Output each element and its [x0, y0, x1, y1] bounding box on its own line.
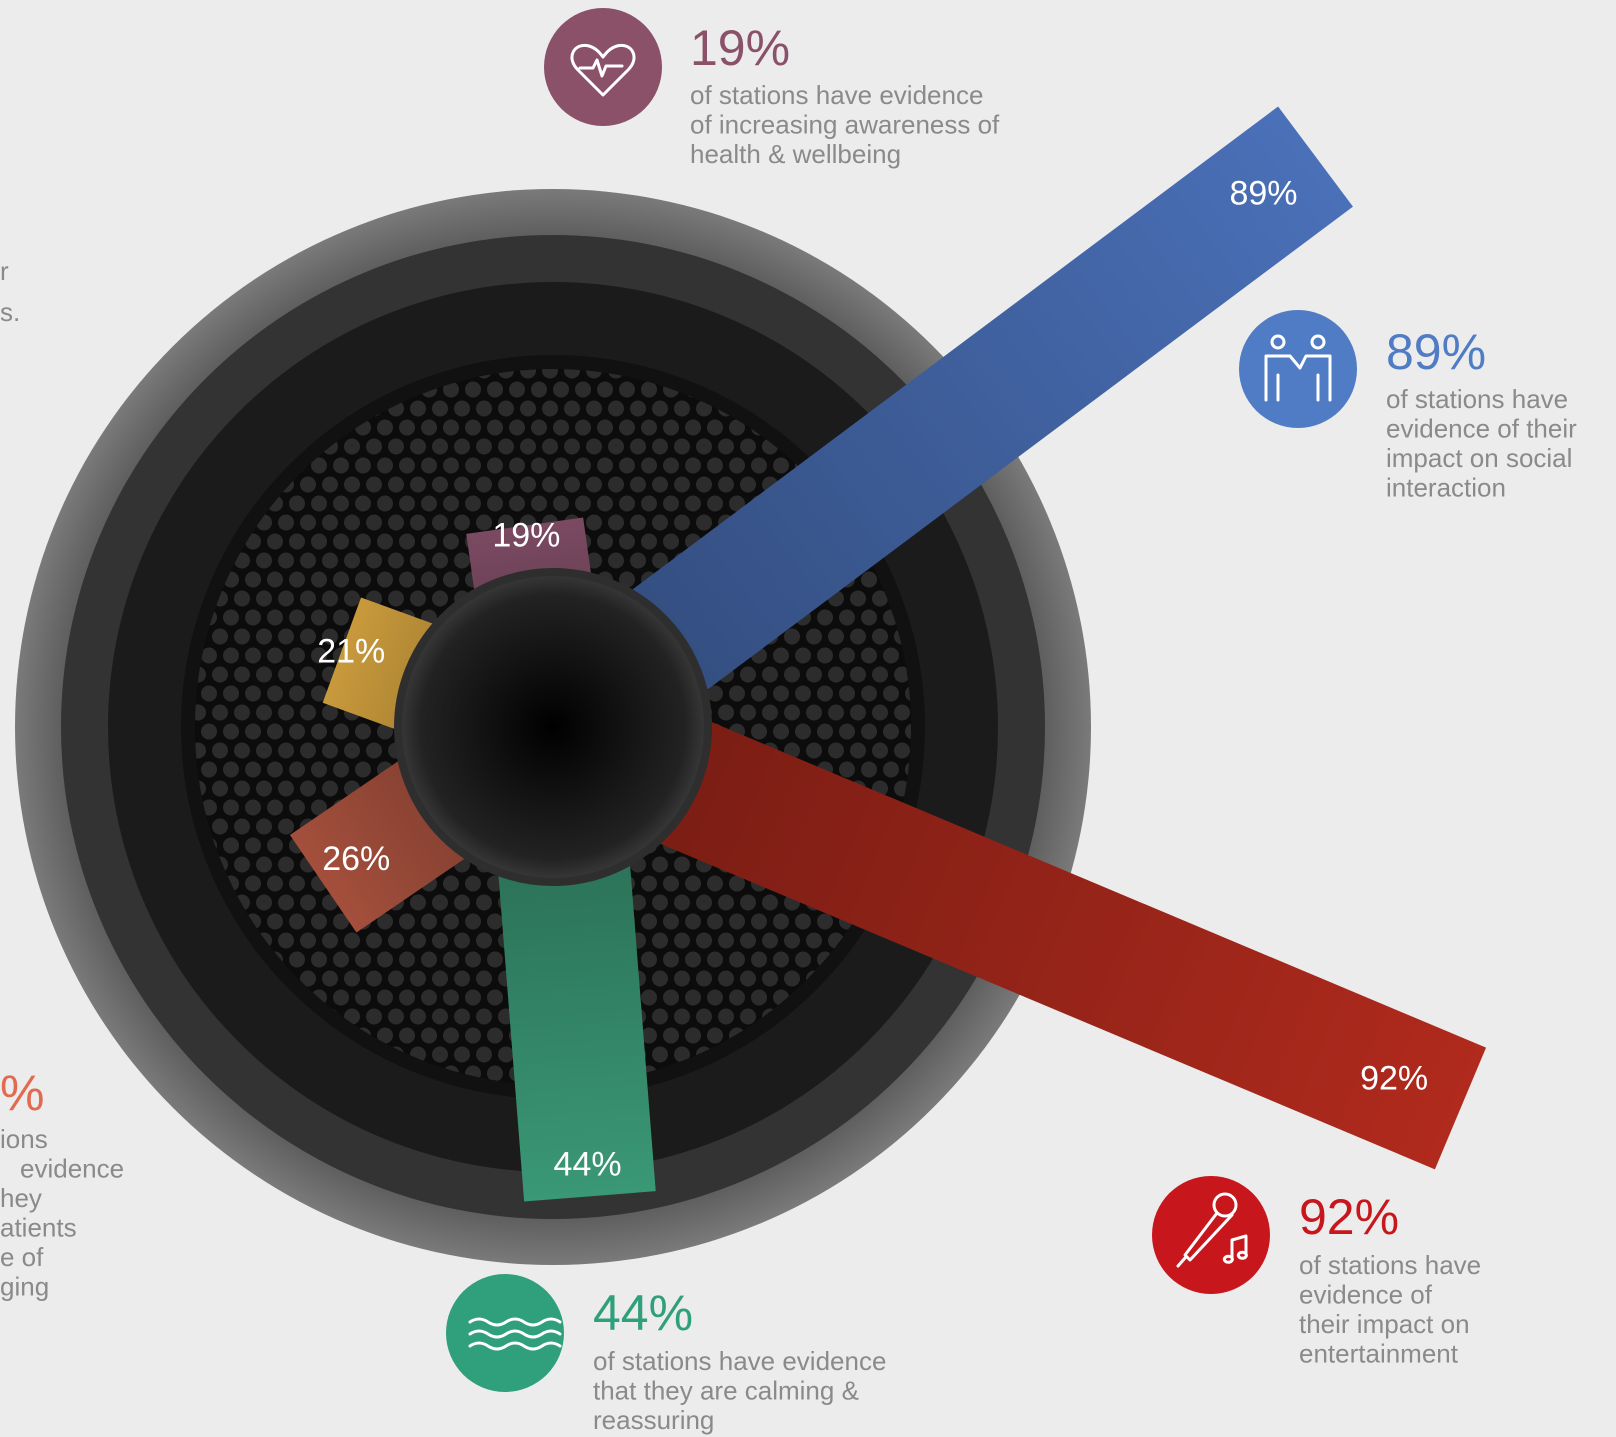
heart-icon	[570, 43, 636, 97]
callout-text: health & wellbeing	[690, 139, 901, 169]
callout-text: s.	[0, 297, 20, 327]
callout-text: that they are calming &	[593, 1375, 859, 1405]
callout-text: evidence of their	[1386, 413, 1577, 443]
callout-number: 92%	[1299, 1189, 1399, 1245]
bar-shade	[527, 666, 1487, 1170]
callout-number-fragment: %	[0, 1065, 44, 1121]
callout-number: 19%	[690, 20, 790, 76]
bar-labels: 19% 89% 92% 44% 26% 21%	[317, 174, 1428, 1183]
callout-icon	[1152, 1176, 1270, 1294]
callout-text: entertainment	[1299, 1338, 1459, 1368]
callout-text: evidence of	[1299, 1279, 1433, 1309]
callout-text: ions	[0, 1124, 48, 1154]
bar-label: 26%	[322, 840, 390, 878]
waves-icon	[468, 1317, 562, 1351]
bar-label: 89%	[1229, 174, 1297, 212]
callout-icon	[1239, 310, 1357, 428]
bar-label: 21%	[317, 633, 385, 671]
callout-icon	[544, 8, 662, 126]
bar-shade	[515, 106, 1353, 778]
callout-text: e of	[0, 1242, 44, 1272]
bar-label: 92%	[1360, 1060, 1428, 1098]
speaker-hub	[394, 568, 712, 886]
callout-text: hey	[0, 1183, 42, 1213]
callout-text: r	[0, 256, 9, 286]
callout-number: 89%	[1386, 324, 1486, 380]
microphone-icon	[1176, 1192, 1248, 1268]
people-icon	[1264, 334, 1332, 402]
bar-label: 44%	[554, 1145, 622, 1183]
callout-text: impact on social	[1386, 443, 1572, 473]
icons	[468, 43, 1332, 1351]
callout-text: of increasing awareness of	[690, 109, 1000, 139]
callout-text: reassuring	[593, 1405, 714, 1435]
callout-text: of stations have	[1386, 384, 1568, 414]
callout-text: of stations have	[1299, 1250, 1481, 1280]
callout-text: interaction	[1386, 472, 1506, 502]
callout-text: atients	[0, 1212, 77, 1242]
callout-text: ging	[0, 1271, 49, 1301]
bar-label: 19%	[492, 517, 560, 555]
callout-number: 44%	[593, 1285, 693, 1341]
callout-text: of stations have evidence	[593, 1346, 886, 1376]
callout-text: evidence	[20, 1153, 124, 1183]
callout-text: of stations have evidence	[690, 80, 983, 110]
callout-text: their impact on	[1299, 1309, 1470, 1339]
